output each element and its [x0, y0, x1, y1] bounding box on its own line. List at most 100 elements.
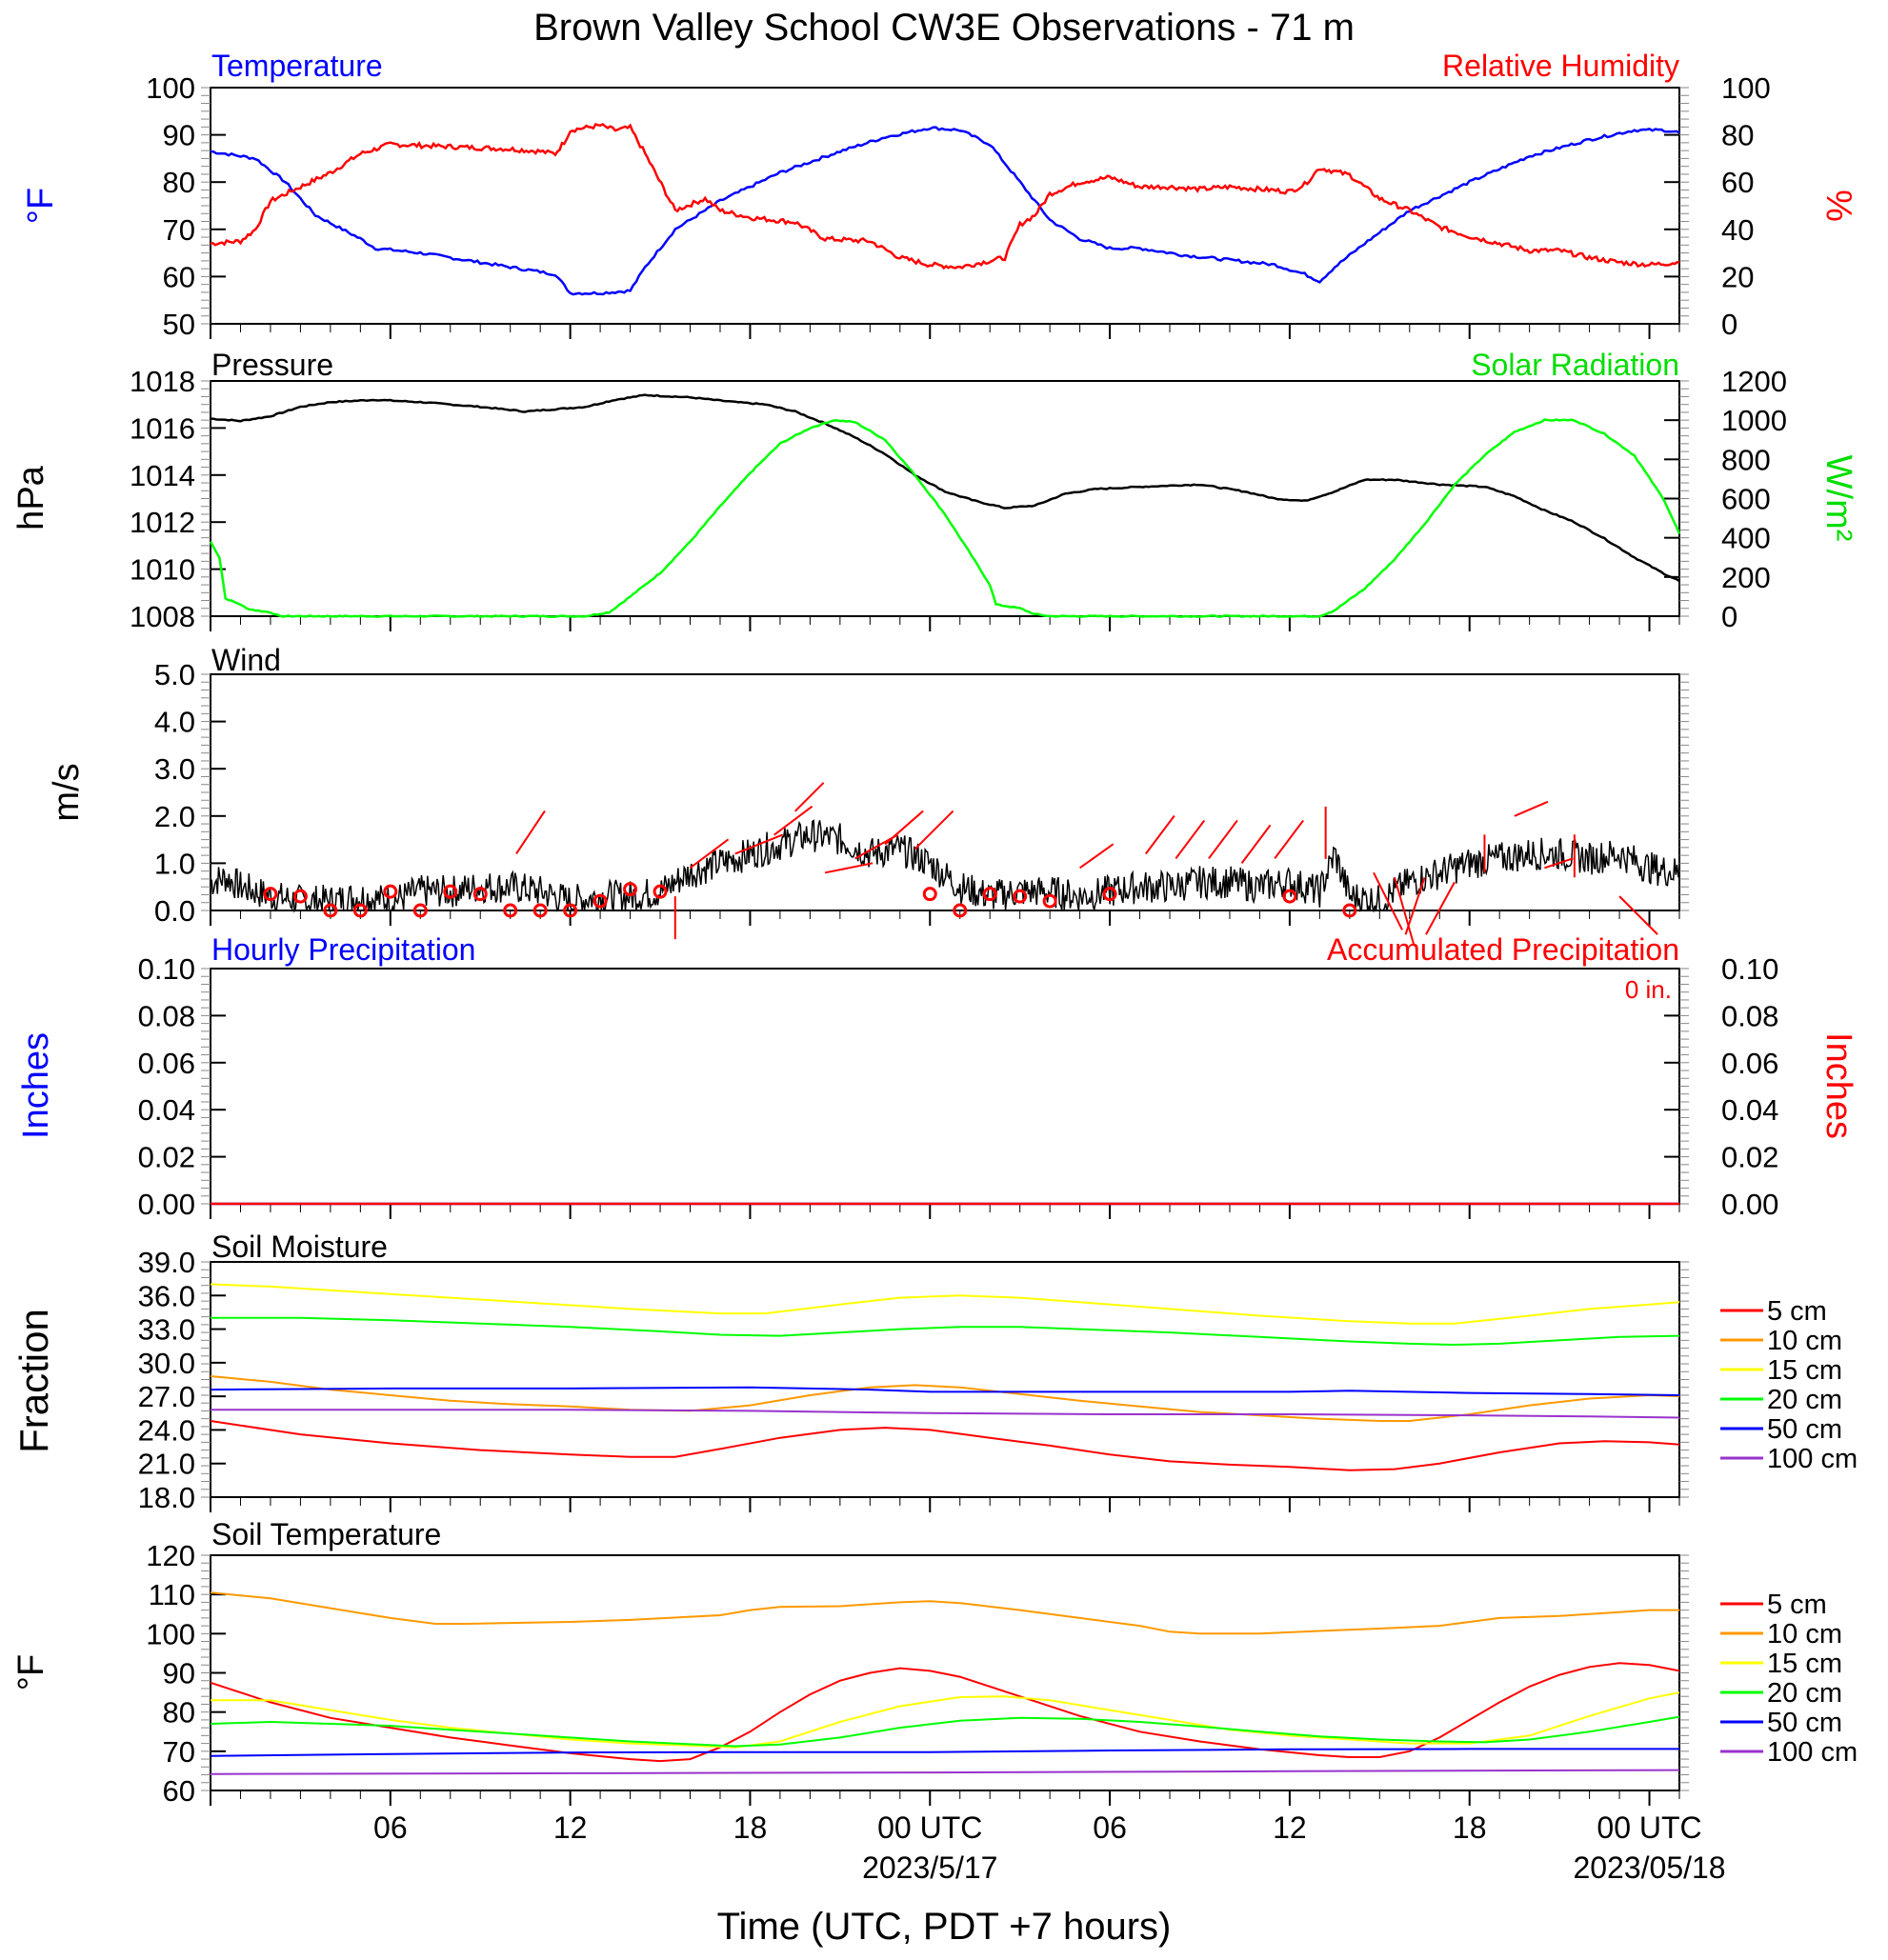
calm-wind-marker: [982, 887, 997, 902]
y-right-tick-label: 200: [1721, 561, 1771, 594]
soil-moisture-title: Soil Moisture: [211, 1230, 388, 1264]
y-right-tick-label: 20: [1721, 260, 1754, 293]
calm-wind-marker: [922, 887, 937, 902]
precip-total-label: 0 in.: [1625, 975, 1672, 1004]
y-tick-label: 70: [163, 213, 195, 247]
wind-barb: [515, 810, 546, 855]
legend-label: 20 cm: [1767, 1678, 1842, 1709]
soil-temp-lines: [210, 1591, 1680, 1775]
y-tick-label: 1010: [130, 553, 195, 587]
legend-label: 100 cm: [1767, 1444, 1858, 1474]
solar-ylabel: W/m²: [1818, 455, 1858, 542]
y-right-tick-label: 0.04: [1721, 1093, 1778, 1127]
temp-ylabel: °F: [21, 188, 61, 224]
x-tick-label: 18: [1453, 1810, 1487, 1845]
y-tick-label: 0.00: [138, 1188, 195, 1221]
y-right-tick-label: 1000: [1721, 404, 1787, 437]
wind-barb: [824, 862, 874, 874]
soil-temp-tick-labels: 60 70 80 90 100 110 120: [146, 1539, 226, 1808]
soil-series-line-5: [210, 1769, 1680, 1775]
calm-wind-marker: [593, 893, 608, 909]
calm-wind-marker: [532, 903, 548, 918]
y-tick-label: 80: [163, 166, 195, 199]
temperature-line: [210, 126, 1680, 296]
y-right-tick-label: 0.10: [1721, 952, 1778, 986]
humidity-title: Relative Humidity: [1442, 49, 1679, 83]
calm-wind-marker: [953, 903, 968, 918]
wind-barb: [734, 833, 784, 855]
wind-barb: [1240, 824, 1272, 865]
wind-barb: [1274, 819, 1304, 860]
y-tick-label: 30.0: [138, 1347, 195, 1380]
y-right-tick-label: 800: [1721, 443, 1771, 476]
legend-label: 10 cm: [1767, 1619, 1842, 1650]
legend-label: 50 cm: [1767, 1708, 1842, 1738]
wind-speed-line: [210, 819, 1680, 913]
y-tick-label: 100: [146, 1617, 195, 1650]
calm-wind-marker: [323, 903, 338, 918]
y-tick-label: 39.0: [138, 1246, 195, 1279]
wind-barb: [884, 810, 924, 846]
soil-moisture-lines: [210, 1283, 1680, 1471]
wind-barb: [1514, 800, 1549, 817]
temperature-title: Temperature: [211, 49, 383, 83]
y-tick-label: 1.0: [154, 847, 195, 880]
y-tick-label: 1012: [130, 506, 195, 539]
calm-wind-marker: [1102, 887, 1117, 902]
calm-wind-marker: [1342, 903, 1357, 918]
soil-moisture-tick-labels: 18.021.024.027.030.033.036.039.0: [138, 1246, 226, 1514]
humidity-line: [210, 122, 1680, 270]
x-date-label: 2023/05/18: [1573, 1850, 1725, 1885]
figure-title: Brown Valley School CW3E Observations - …: [533, 7, 1355, 49]
y-tick-label: 33.0: [138, 1313, 195, 1347]
panel-soil-temperature: Soil Temperature °F 60 70 80 90 100 110 120 5 …: [11, 1517, 1858, 1808]
y-tick-label: 80: [163, 1696, 195, 1730]
pressure-tick-labels: 1008 1010 1012 1014 1016 1018: [130, 365, 226, 633]
y-tick-label: 60: [163, 260, 195, 293]
x-tick-label: 18: [733, 1810, 768, 1845]
x-axis-tick-labels: 06 12 18 00 UTC 06 12 18 00 UTC: [373, 1810, 1702, 1845]
y-right-tick-label: 1200: [1721, 365, 1787, 398]
precip-left-tick-labels: 0.00 0.02 0.04 0.06 0.08 0.10: [138, 952, 226, 1221]
x-tick-label: 00 UTC: [877, 1810, 982, 1845]
calm-wind-marker: [1282, 889, 1297, 904]
y-tick-label: 60: [163, 1774, 195, 1808]
legend-label: 50 cm: [1767, 1414, 1842, 1445]
x-tick-label: 12: [553, 1810, 588, 1845]
y-tick-label: 90: [163, 1657, 195, 1690]
legend-label: 15 cm: [1767, 1355, 1842, 1386]
panel-precipitation: Hourly Precipitation Accumulated Precipi…: [16, 932, 1858, 1221]
temp-minor-ticks: [201, 87, 1689, 339]
y-right-tick-label: 0.02: [1721, 1141, 1778, 1174]
panel-wind: Wind m/s 0.0 1.0 2.0 3.0 4.0 5.0: [47, 643, 1689, 945]
y-tick-label: 1018: [130, 365, 195, 398]
y-tick-label: 21.0: [138, 1448, 195, 1481]
y-right-tick-label: 40: [1721, 213, 1754, 247]
soil-moisture-minor-ticks: [201, 1261, 1689, 1512]
soil-series-line-5: [211, 1409, 1680, 1419]
soil-series-line-1: [210, 1591, 1679, 1635]
wind-barb: [1425, 881, 1456, 935]
wind-barbs: [263, 782, 1658, 945]
soil-series-line-4: [210, 1386, 1680, 1396]
calm-wind-marker: [1013, 889, 1028, 904]
calm-wind-marker: [383, 884, 398, 899]
pressure-minor-ticks: [201, 380, 1689, 631]
y-tick-label: 0.02: [138, 1141, 195, 1174]
x-tick-label: 12: [1273, 1810, 1307, 1845]
y-tick-label: 5.0: [154, 658, 195, 691]
soil-temp-ylabel: °F: [11, 1654, 51, 1690]
legend-label: 20 cm: [1767, 1385, 1842, 1415]
y-tick-label: 90: [163, 119, 195, 152]
temp-tick-labels: 50 60 70 80 90 100: [146, 71, 226, 341]
y-right-tick-label: 0.00: [1721, 1188, 1778, 1221]
wind-barb: [1394, 877, 1416, 945]
x-tick-label: 00 UTC: [1597, 1810, 1701, 1845]
x-date-label: 2023/5/17: [862, 1850, 997, 1885]
y-tick-label: 4.0: [154, 706, 195, 739]
pressure-line: [210, 393, 1680, 583]
wind-barb: [1373, 871, 1403, 930]
y-tick-label: 0.04: [138, 1093, 195, 1127]
